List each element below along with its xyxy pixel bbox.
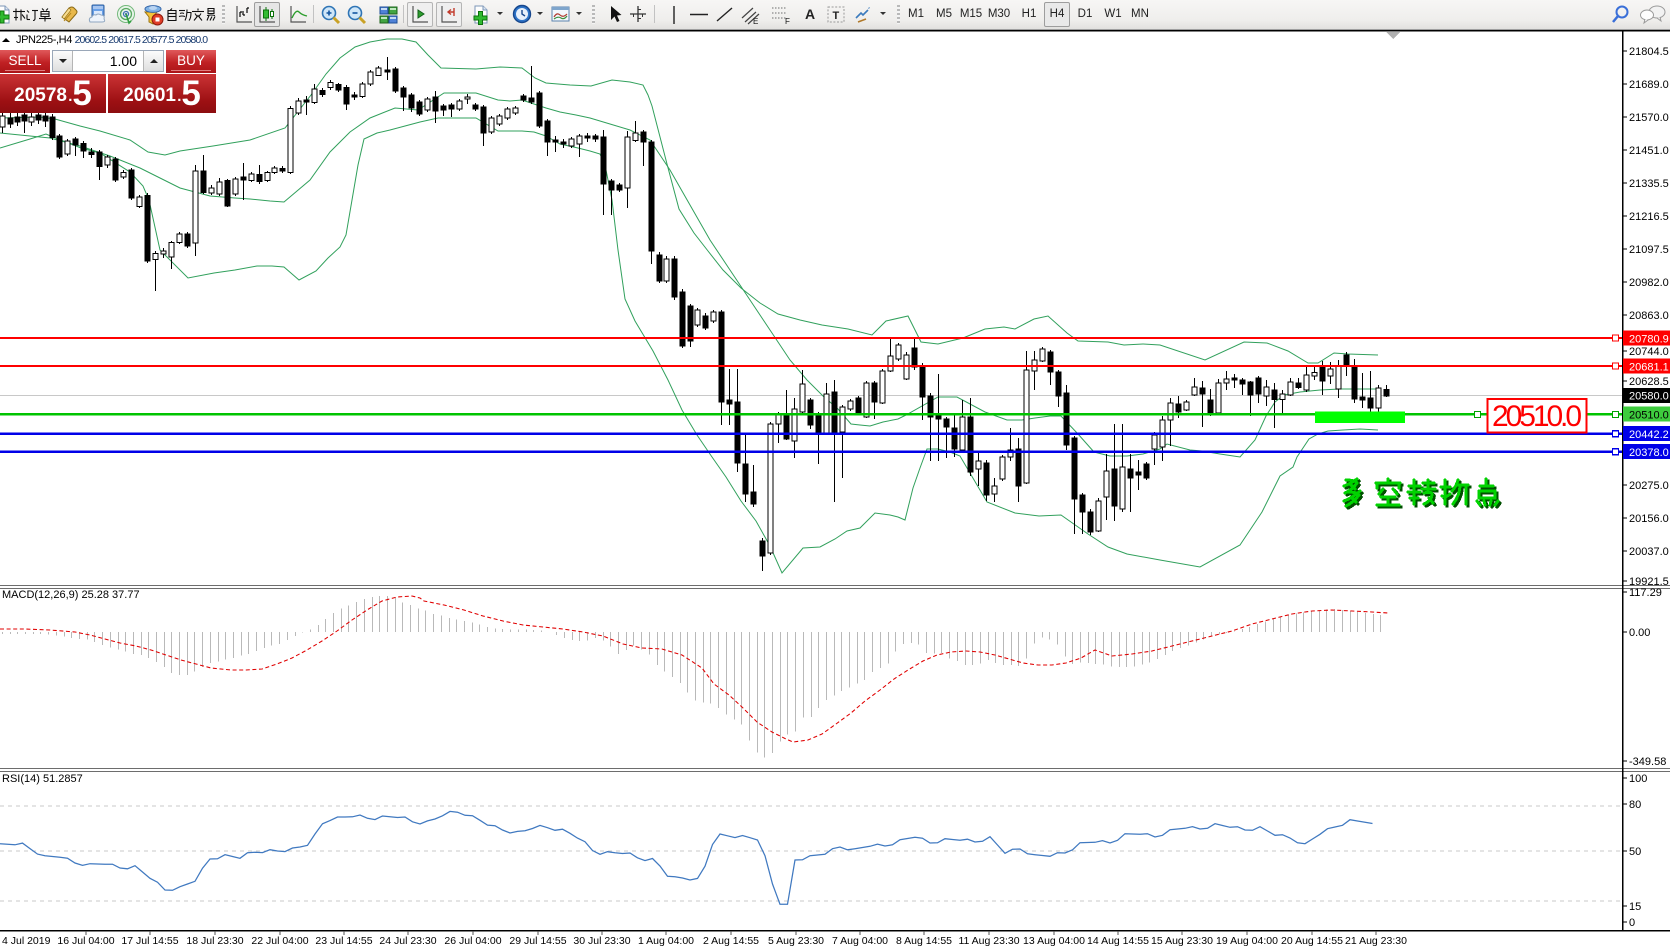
- svg-text:21804.5: 21804.5: [1629, 46, 1669, 58]
- svg-text:20156.0: 20156.0: [1629, 513, 1669, 525]
- svg-text:1 Aug 04:00: 1 Aug 04:00: [638, 935, 694, 947]
- svg-text:20780.9: 20780.9: [1629, 333, 1669, 345]
- svg-text:-349.58: -349.58: [1629, 756, 1666, 768]
- svg-text:21570.0: 21570.0: [1629, 112, 1669, 124]
- svg-text:F: F: [785, 17, 790, 26]
- svg-text:2 Aug 14:55: 2 Aug 14:55: [703, 935, 759, 947]
- svg-text:21451.0: 21451.0: [1629, 145, 1669, 157]
- svg-text:20 Aug 14:55: 20 Aug 14:55: [1281, 935, 1343, 947]
- svg-text:RSI(14) 51.2857: RSI(14) 51.2857: [2, 773, 83, 785]
- svg-text:20628.5: 20628.5: [1629, 376, 1669, 388]
- svg-text:20510.0: 20510.0: [1629, 409, 1669, 421]
- svg-text:8 Aug 14:55: 8 Aug 14:55: [896, 935, 952, 947]
- svg-text:22 Jul 04:00: 22 Jul 04:00: [251, 935, 308, 947]
- svg-text:117.29: 117.29: [1629, 587, 1662, 599]
- svg-text:80: 80: [1629, 799, 1641, 811]
- svg-text:50: 50: [1629, 846, 1641, 858]
- svg-text:T: T: [833, 10, 840, 22]
- svg-text:21097.5: 21097.5: [1629, 244, 1669, 256]
- svg-text:20744.0: 20744.0: [1629, 346, 1669, 358]
- svg-text:29 Jul 14:55: 29 Jul 14:55: [509, 935, 566, 947]
- svg-text:0: 0: [1629, 917, 1635, 929]
- svg-text:0.00: 0.00: [1629, 627, 1650, 639]
- svg-text:11 Aug 23:30: 11 Aug 23:30: [958, 935, 1019, 947]
- svg-text:19 Aug 04:00: 19 Aug 04:00: [1216, 935, 1278, 947]
- svg-text:17 Jul 14:55: 17 Jul 14:55: [121, 935, 178, 947]
- svg-text:30 Jul 23:30: 30 Jul 23:30: [573, 935, 630, 947]
- svg-text:E: E: [753, 17, 758, 26]
- svg-text:15: 15: [1629, 901, 1641, 913]
- svg-text:20275.0: 20275.0: [1629, 480, 1669, 492]
- svg-text:20863.0: 20863.0: [1629, 310, 1669, 322]
- svg-text:100: 100: [1629, 773, 1647, 785]
- svg-text:21216.5: 21216.5: [1629, 211, 1669, 223]
- svg-text:20510.0: 20510.0: [1492, 400, 1582, 433]
- svg-text:16 Jul 04:00: 16 Jul 04:00: [57, 935, 114, 947]
- svg-text:20681.1: 20681.1: [1629, 361, 1669, 373]
- svg-text:MACD(12,26,9) 25.28 37.77: MACD(12,26,9) 25.28 37.77: [2, 589, 140, 601]
- svg-text:26 Jul 04:00: 26 Jul 04:00: [444, 935, 501, 947]
- svg-text:13 Aug 04:00: 13 Aug 04:00: [1023, 935, 1085, 947]
- svg-text:24 Jul 23:30: 24 Jul 23:30: [379, 935, 436, 947]
- svg-text:5 Aug 23:30: 5 Aug 23:30: [768, 935, 824, 947]
- svg-text:21 Aug 23:30: 21 Aug 23:30: [1345, 935, 1407, 947]
- svg-text:14 Aug 14:55: 14 Aug 14:55: [1087, 935, 1149, 947]
- svg-text:21689.0: 21689.0: [1629, 79, 1669, 91]
- svg-text:20580.0: 20580.0: [1629, 391, 1669, 403]
- svg-text:21335.5: 21335.5: [1629, 178, 1669, 190]
- svg-text:20378.0: 20378.0: [1629, 447, 1669, 459]
- svg-text:18 Jul 23:30: 18 Jul 23:30: [186, 935, 243, 947]
- svg-text:23 Jul 14:55: 23 Jul 14:55: [315, 935, 372, 947]
- svg-text:19921.5: 19921.5: [1629, 576, 1669, 588]
- svg-text:7 Aug 04:00: 7 Aug 04:00: [832, 935, 888, 947]
- svg-text:20982.0: 20982.0: [1629, 277, 1669, 289]
- svg-text:20442.2: 20442.2: [1629, 429, 1669, 441]
- svg-text:4 Jul 2019: 4 Jul 2019: [2, 935, 51, 947]
- svg-text:20037.0: 20037.0: [1629, 546, 1669, 558]
- svg-text:15 Aug 23:30: 15 Aug 23:30: [1151, 935, 1213, 947]
